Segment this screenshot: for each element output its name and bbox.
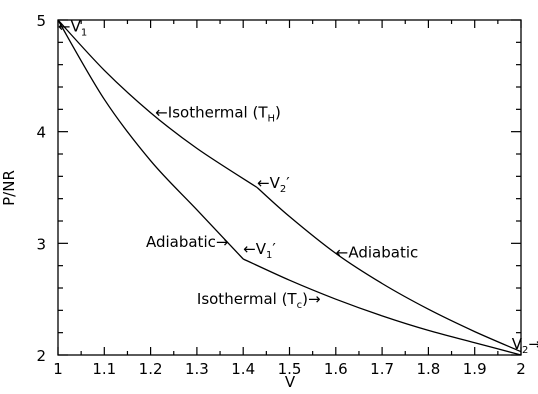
annotation-isoC: Isothermal (Tc)→ xyxy=(197,290,321,311)
x-tick-label: 1.7 xyxy=(370,360,394,378)
annotations: ←V1 ←Isothermal (TH) ←V2′ Adiabatic→ ←V1′ ←Ad… xyxy=(58,18,538,356)
x-axis-title: V xyxy=(285,373,296,391)
x-tick-labels: 1 1.1 1.2 1.3 1.4 1.5 1.6 1.7 1.8 1.9 2 xyxy=(53,360,526,378)
curve-segment-4 xyxy=(242,258,522,356)
axis-ticks xyxy=(57,19,522,356)
curve-segment-3 xyxy=(57,19,244,260)
y-tick-label: 4 xyxy=(36,124,46,142)
x-tick-label: 1.5 xyxy=(278,360,302,378)
annotation-isoH: ←Isothermal (TH) xyxy=(155,104,281,125)
x-tick-label: 1.2 xyxy=(139,360,163,378)
x-tick-label: 1.1 xyxy=(92,360,116,378)
x-tick-label: 1.3 xyxy=(185,360,209,378)
annotation-v2: V2→ xyxy=(512,335,538,356)
y-tick-label: 2 xyxy=(36,347,46,365)
x-tick-label: 1.4 xyxy=(231,360,255,378)
y-axis-title: P/NR xyxy=(0,170,18,206)
y-tick-label: 5 xyxy=(36,12,46,30)
annotation-v1p: ←V1′ xyxy=(243,240,276,261)
x-tick-label: 2 xyxy=(516,360,526,378)
annotation-v1: ←V1 xyxy=(58,18,87,39)
curve-segment-1 xyxy=(57,19,258,189)
annotation-adiaL: Adiabatic→ xyxy=(146,233,228,251)
y-tick-labels: 2 3 4 5 xyxy=(36,12,46,365)
annotation-adiaR: ←Adiabatic xyxy=(336,243,418,261)
y-tick-label: 3 xyxy=(36,235,46,253)
curve-segment-2 xyxy=(256,187,522,353)
x-tick-label: 1.6 xyxy=(324,360,348,378)
x-tick-label: 1.9 xyxy=(463,360,487,378)
curves xyxy=(57,19,522,356)
x-tick-label: 1 xyxy=(53,360,63,378)
annotation-v2p: ←V2′ xyxy=(257,174,290,195)
x-tick-label: 1.8 xyxy=(416,360,440,378)
